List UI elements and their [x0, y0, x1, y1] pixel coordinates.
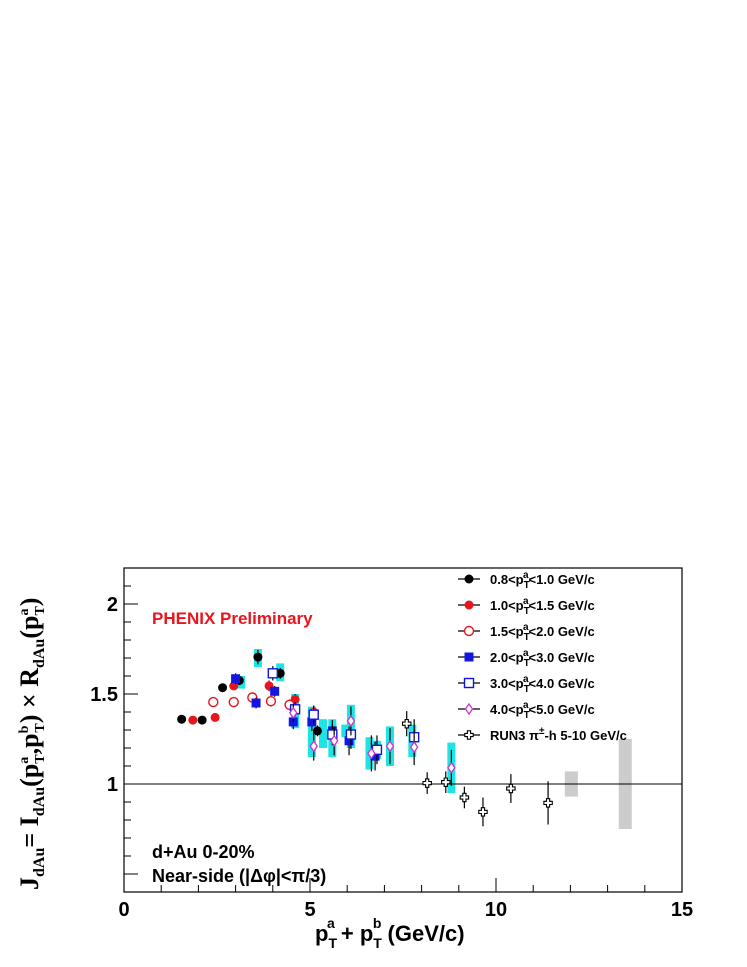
legend-entry: 1.0<pTa<1.5 GeV/c — [458, 596, 595, 617]
legend-marker — [458, 730, 480, 740]
svg-text:4.0<pTa<5.0 GeV/c: 4.0<pTa<5.0 GeV/c — [490, 700, 595, 721]
legend-symbol — [464, 702, 474, 716]
legend-symbol — [463, 677, 475, 689]
y-tick-label: 2 — [107, 594, 118, 616]
y-axis-title: JdAu= IdAu(paT,pbT) × RdAu(paT) — [15, 598, 48, 890]
svg-text:1.0<pTa<1.5 GeV/c: 1.0<pTa<1.5 GeV/c — [490, 596, 595, 617]
data-point — [208, 696, 219, 708]
data-point — [422, 778, 432, 788]
data-point — [307, 717, 317, 727]
data-point — [506, 783, 516, 794]
svg-text:RUN3 π±-h 5-10 GeV/c: RUN3 π±-h 5-10 GeV/c — [490, 726, 627, 743]
axis-tick-labels: 0 5 10 15 1 1.5 2 — [90, 594, 693, 921]
x-axis-title: pTa + pTb (GeV/c) — [315, 915, 465, 951]
angular-range-label: Near-side (|Δφ|<π/3) — [152, 866, 326, 886]
cyan-systematic-band — [307, 706, 316, 757]
data-point — [478, 807, 488, 817]
data-point — [543, 798, 553, 808]
data-point — [251, 698, 261, 708]
cyan-systematic-band — [341, 724, 350, 738]
legend-entry: RUN3 π±-h 5-10 GeV/c — [458, 726, 627, 743]
series-3 — [231, 673, 380, 771]
legend-entry: 4.0<pTa<5.0 GeV/c — [458, 700, 595, 721]
data-point — [344, 736, 354, 746]
legend-symbol — [463, 625, 475, 637]
data-point — [409, 740, 419, 754]
data-point — [231, 674, 241, 684]
axis-ticks — [123, 567, 683, 892]
legend-marker — [458, 574, 480, 584]
series-0 — [177, 649, 322, 737]
legend-symbol — [464, 652, 474, 662]
data-point — [270, 686, 280, 696]
legend-marker — [458, 677, 480, 689]
svg-text:1.5<pTa<2.0 GeV/c: 1.5<pTa<2.0 GeV/c — [490, 622, 595, 643]
data-point — [309, 740, 319, 753]
data-point — [218, 683, 228, 693]
legend-marker — [458, 600, 480, 610]
legend-symbol — [464, 600, 474, 610]
data-point — [367, 747, 376, 760]
data-point — [197, 715, 207, 725]
data-point — [253, 652, 263, 662]
svg-text:0.8<pTa<1.0 GeV/c: 0.8<pTa<1.0 GeV/c — [490, 570, 595, 591]
legend: 0.8<pTa<1.0 GeV/c 1.0<pTa<1.5 GeV/c 1.5<… — [458, 570, 627, 743]
series-6 — [401, 711, 553, 827]
x-tick-label: 10 — [485, 899, 507, 921]
x-tick-label: 15 — [671, 899, 693, 921]
data-point — [177, 714, 187, 724]
svg-text:3.0<pTa<4.0 GeV/c: 3.0<pTa<4.0 GeV/c — [490, 674, 595, 695]
legend-entry: 2.0<pTa<3.0 GeV/c — [458, 648, 595, 669]
series-2 — [208, 692, 319, 721]
data-point — [228, 696, 239, 708]
collision-system-label: d+Au 0-20% — [152, 842, 255, 862]
legend-marker — [458, 652, 480, 662]
legend-marker — [458, 625, 480, 637]
preliminary-label: PHENIX Preliminary — [152, 609, 313, 628]
data-point — [346, 714, 356, 728]
cyan-systematic-band — [319, 719, 328, 748]
data-points — [177, 649, 553, 827]
legend-symbol — [464, 730, 474, 740]
data-point — [447, 761, 456, 774]
data-point — [370, 751, 380, 761]
data-point — [188, 715, 198, 725]
data-point — [385, 740, 395, 753]
data-point — [265, 696, 277, 707]
x-tick-label: 5 — [304, 899, 315, 921]
x-tick-label: 0 — [118, 899, 129, 921]
legend-symbol — [464, 574, 474, 584]
data-point — [288, 706, 298, 720]
legend-entry: 3.0<pTa<4.0 GeV/c — [458, 674, 595, 695]
data-point — [329, 734, 339, 747]
legend-entry: 1.5<pTa<2.0 GeV/c — [458, 622, 595, 643]
data-point — [441, 777, 451, 787]
series-5 — [288, 703, 456, 786]
svg-text:2.0<pTa<3.0 GeV/c: 2.0<pTa<3.0 GeV/c — [490, 648, 595, 669]
legend-entry: 0.8<pTa<1.0 GeV/c — [458, 570, 595, 591]
y-tick-label: 1.5 — [90, 684, 118, 706]
legend-marker — [458, 702, 480, 716]
data-point — [459, 792, 470, 803]
data-point — [401, 718, 412, 729]
data-point — [312, 726, 322, 736]
data-point — [308, 709, 319, 720]
data-point — [210, 712, 220, 722]
data-point — [267, 668, 278, 679]
y-tick-label: 1 — [107, 774, 118, 796]
